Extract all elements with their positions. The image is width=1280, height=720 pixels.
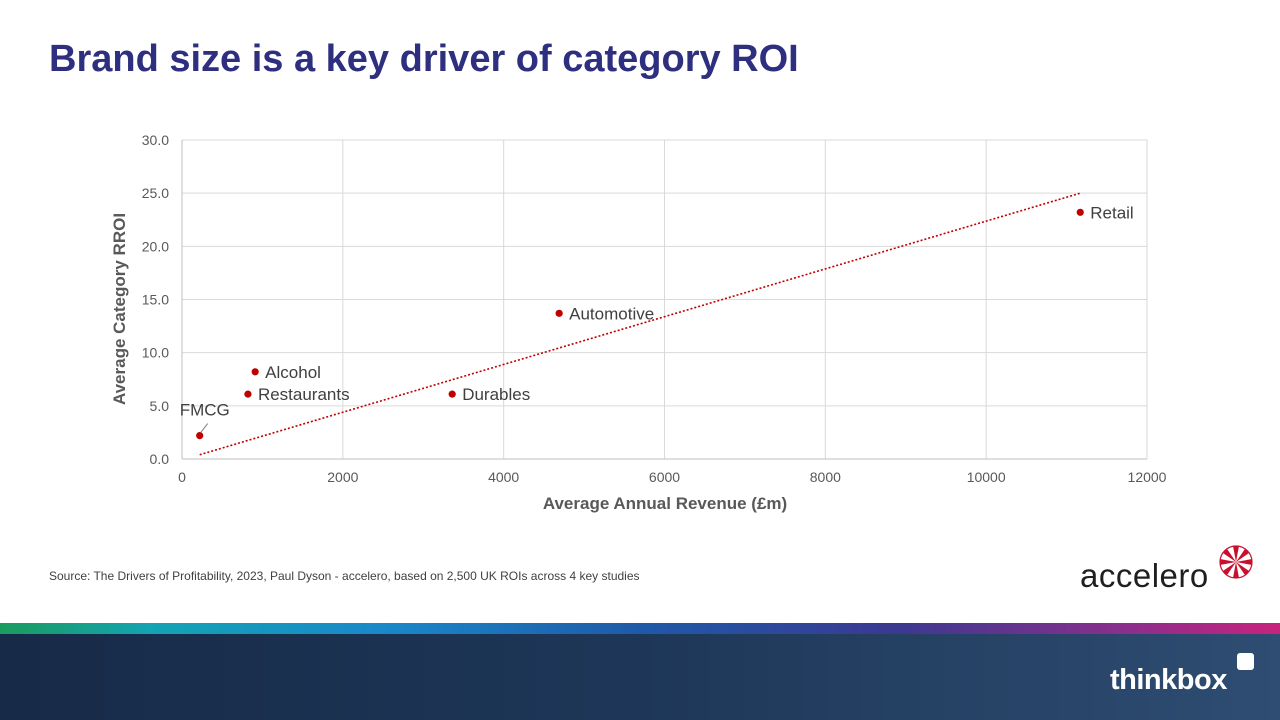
- slide-title: Brand size is a key driver of category R…: [49, 38, 799, 80]
- y-tick-label: 15.0: [142, 292, 169, 308]
- data-point-retail: [1076, 208, 1084, 216]
- x-axis-title: Average Annual Revenue (£m): [543, 494, 787, 513]
- y-axis-title: Average Category RROI: [110, 213, 129, 405]
- data-label-retail: Retail: [1090, 203, 1133, 222]
- x-tick-label: 4000: [488, 469, 519, 485]
- footer-bar: [0, 634, 1280, 720]
- x-tick-label: 10000: [967, 469, 1006, 485]
- chart-trendline-group: [199, 192, 1081, 456]
- data-point-restaurants: [244, 390, 252, 398]
- y-tick-label: 5.0: [150, 398, 170, 414]
- brand-stripe: [0, 623, 1280, 634]
- y-tick-label: 20.0: [142, 238, 169, 254]
- y-tick-label: 25.0: [142, 185, 169, 201]
- data-point-alcohol: [251, 368, 259, 376]
- trendline: [199, 192, 1081, 456]
- x-tick-label: 12000: [1128, 469, 1167, 485]
- data-point-fmcg: [196, 432, 204, 440]
- leader-line-fmcg: [200, 423, 209, 433]
- accelero-logo: accelero: [1078, 544, 1258, 600]
- data-label-durables: Durables: [462, 385, 530, 404]
- y-tick-label: 10.0: [142, 345, 169, 361]
- chart-points-group: FMCG Restaurants Alcohol Durables Automotive…: [180, 203, 1134, 440]
- chart-ticks-group: 0.0 5.0 10.0 15.0 20.0 25.0 30.0 0 2000 4000 6000 8…: [142, 132, 1167, 485]
- data-label-restaurants: Restaurants: [258, 385, 350, 404]
- x-tick-label: 6000: [649, 469, 680, 485]
- scatter-chart: FMCG Restaurants Alcohol Durables Automotive…: [110, 132, 1167, 513]
- y-tick-label: 0.0: [150, 451, 170, 467]
- y-tick-label: 30.0: [142, 132, 169, 148]
- data-label-alcohol: Alcohol: [265, 363, 321, 382]
- thinkbox-logo: thinkbox: [1110, 664, 1227, 696]
- data-label-fmcg: FMCG: [180, 401, 230, 420]
- accelero-star-icon: [1219, 545, 1253, 579]
- thinkbox-square-icon: [1237, 653, 1254, 670]
- source-note: Source: The Drivers of Profitability, 20…: [49, 569, 640, 583]
- data-label-automotive: Automotive: [569, 304, 654, 323]
- accelero-wordmark: accelero: [1080, 557, 1209, 594]
- data-point-durables: [448, 390, 456, 398]
- x-tick-label: 8000: [810, 469, 841, 485]
- data-point-automotive: [555, 309, 563, 317]
- x-tick-label: 2000: [327, 469, 358, 485]
- x-tick-label: 0: [178, 469, 186, 485]
- chart-grid: [181, 139, 1148, 460]
